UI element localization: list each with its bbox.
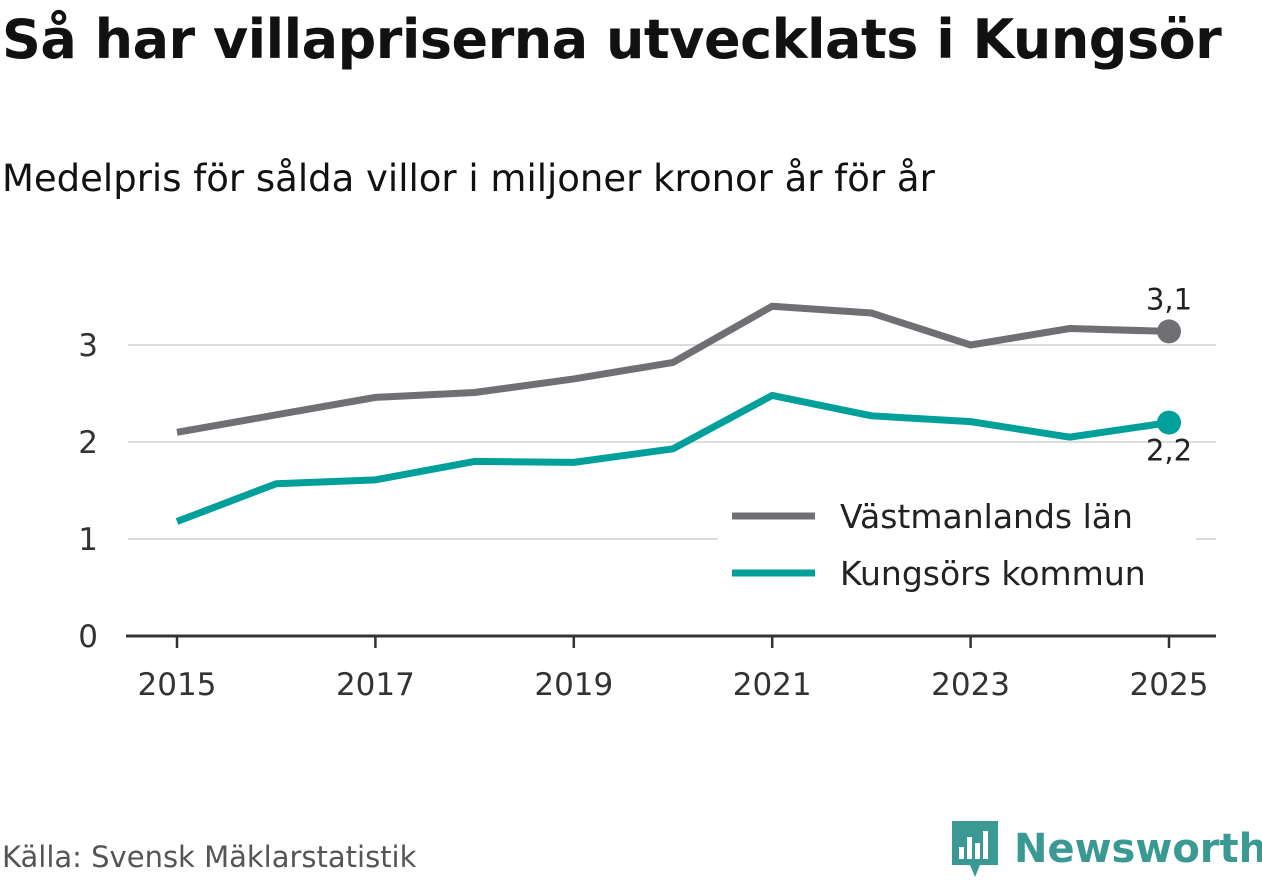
chart-title: Så har villapriserna utvecklats i Kungsö… — [2, 8, 1222, 71]
y-tick-label: 3 — [78, 328, 98, 364]
y-tick-label: 1 — [78, 522, 98, 558]
legend-label: Västmanlands län — [840, 497, 1133, 536]
legend-label: Kungsörs kommun — [840, 554, 1146, 593]
brand-name: Newsworthy — [1014, 826, 1262, 872]
x-tick-label: 2021 — [733, 667, 812, 703]
newsworthy-logo: Newsworthy — [950, 818, 1262, 880]
source-note: Källa: Svensk Mäklarstatistik — [2, 840, 417, 874]
legend-box — [718, 492, 1196, 600]
newsworthy-icon — [952, 821, 998, 877]
x-tick-label: 2017 — [336, 667, 415, 703]
x-tick-label: 2025 — [1130, 667, 1209, 703]
end-value-label: 3,1 — [1146, 282, 1192, 316]
y-tick-label: 2 — [78, 425, 98, 461]
series-end-point — [1157, 319, 1181, 344]
series-line-kungsor — [175, 391, 1170, 525]
y-tick-label: 0 — [78, 619, 98, 655]
end-value-label: 2,2 — [1146, 434, 1192, 468]
chart-subtitle: Medelpris för sålda villor i miljoner kr… — [2, 157, 935, 200]
x-tick-label: 2023 — [931, 667, 1010, 703]
series-end-point — [1157, 410, 1181, 435]
x-tick-label: 2015 — [138, 667, 217, 703]
series-line-vastmanland — [176, 302, 1170, 436]
x-tick-label: 2019 — [534, 667, 613, 703]
